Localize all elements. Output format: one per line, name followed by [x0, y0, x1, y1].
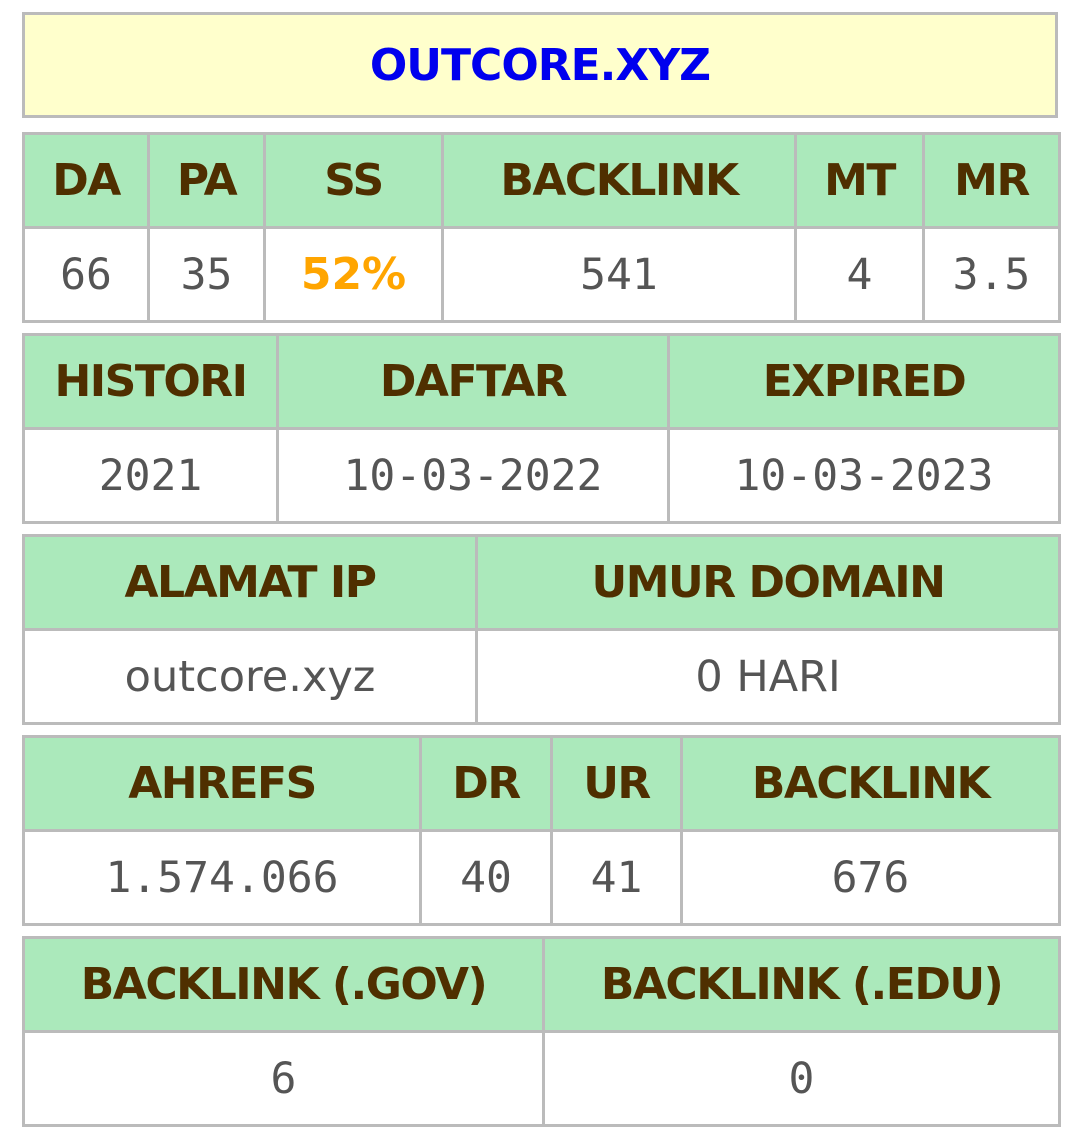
- backlink-header: BACKLINK: [441, 132, 797, 229]
- histori-header: HISTORI: [22, 333, 279, 430]
- gov-backlink-value: 6: [22, 1030, 545, 1127]
- metrics-header-row: DA PA SS BACKLINK MT MR: [22, 132, 1061, 229]
- daftar-header: DAFTAR: [276, 333, 670, 430]
- umur-domain-value: 0 HARI: [475, 628, 1061, 725]
- ip-header-row: ALAMAT IP UMUR DOMAIN: [22, 534, 1061, 631]
- special-backlinks-table: BACKLINK (.GOV) BACKLINK (.EDU) 6 0: [22, 936, 1061, 1127]
- dr-value: 40: [419, 829, 553, 926]
- mt-header: MT: [794, 132, 925, 229]
- histori-value: 2021: [22, 427, 279, 524]
- alamat-ip-header: ALAMAT IP: [22, 534, 478, 631]
- ss-header: SS: [263, 132, 444, 229]
- ahrefs-value-row: 1.574.066 40 41 676: [22, 829, 1061, 926]
- dates-table: HISTORI DAFTAR EXPIRED 2021 10-03-2022 1…: [22, 333, 1061, 524]
- ip-table: ALAMAT IP UMUR DOMAIN outcore.xyz 0 HARI: [22, 534, 1061, 725]
- ip-value-row: outcore.xyz 0 HARI: [22, 628, 1061, 725]
- gov-backlink-header: BACKLINK (.GOV): [22, 936, 545, 1033]
- pa-header: PA: [147, 132, 266, 229]
- special-backlinks-header-row: BACKLINK (.GOV) BACKLINK (.EDU): [22, 936, 1061, 1033]
- domain-title-link[interactable]: OUTCORE.XYZ: [369, 39, 711, 91]
- alamat-ip-value: outcore.xyz: [22, 628, 478, 725]
- metrics-table: DA PA SS BACKLINK MT MR 66 35 52% 541 4 …: [22, 132, 1061, 323]
- pa-value: 35: [147, 226, 266, 323]
- dr-header: DR: [419, 735, 553, 832]
- mt-value: 4: [794, 226, 925, 323]
- ur-header: UR: [550, 735, 683, 832]
- dates-header-row: HISTORI DAFTAR EXPIRED: [22, 333, 1061, 430]
- umur-domain-header: UMUR DOMAIN: [475, 534, 1061, 631]
- ahrefs-header-row: AHREFS DR UR BACKLINK: [22, 735, 1061, 832]
- da-header: DA: [22, 132, 150, 229]
- ahrefs-table: AHREFS DR UR BACKLINK 1.574.066 40 41 67…: [22, 735, 1061, 926]
- mr-header: MR: [922, 132, 1061, 229]
- ahrefs-header: AHREFS: [22, 735, 422, 832]
- metrics-value-row: 66 35 52% 541 4 3.5: [22, 226, 1061, 323]
- ahrefs-value: 1.574.066: [22, 829, 422, 926]
- mr-value: 3.5: [922, 226, 1061, 323]
- special-backlinks-value-row: 6 0: [22, 1030, 1061, 1127]
- dates-value-row: 2021 10-03-2022 10-03-2023: [22, 427, 1061, 524]
- da-value: 66: [22, 226, 150, 323]
- ahrefs-backlink-value: 676: [680, 829, 1061, 926]
- edu-backlink-header: BACKLINK (.EDU): [542, 936, 1061, 1033]
- ur-value: 41: [550, 829, 683, 926]
- backlink-value: 541: [441, 226, 797, 323]
- ahrefs-backlink-header: BACKLINK: [680, 735, 1061, 832]
- expired-header: EXPIRED: [667, 333, 1061, 430]
- domain-title-box: OUTCORE.XYZ: [22, 12, 1058, 118]
- daftar-value: 10-03-2022: [276, 427, 670, 524]
- edu-backlink-value: 0: [542, 1030, 1061, 1127]
- expired-value: 10-03-2023: [667, 427, 1061, 524]
- ss-value: 52%: [263, 226, 444, 323]
